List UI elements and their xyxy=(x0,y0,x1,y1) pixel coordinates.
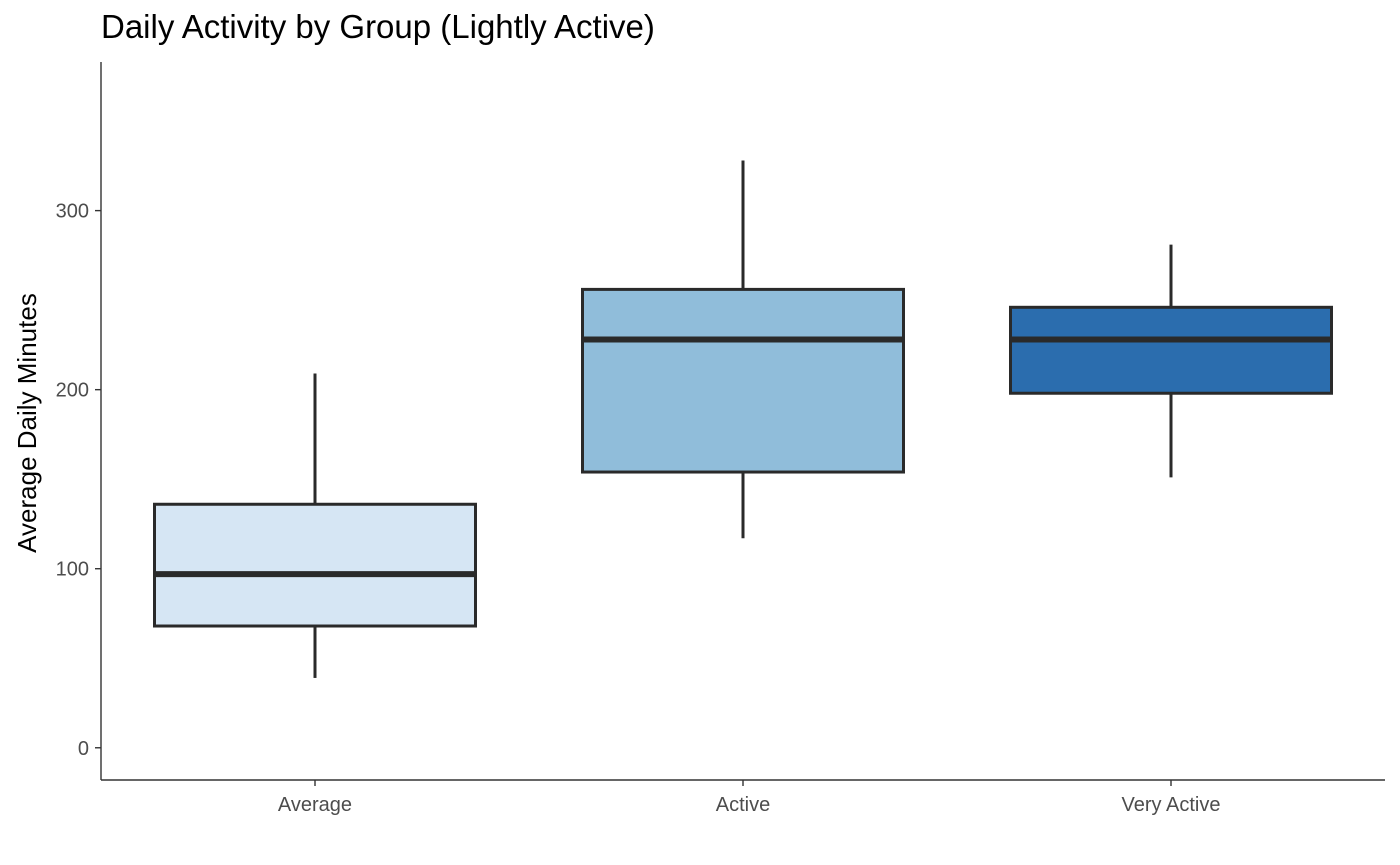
y-tick-label: 100 xyxy=(56,559,89,581)
y-tick-label: 0 xyxy=(78,738,89,760)
y-axis-ticks: 0 100 200 300 xyxy=(56,201,101,760)
x-axis-ticks: Average Active Very Active xyxy=(278,780,1221,816)
y-tick-label: 200 xyxy=(56,380,89,402)
x-tick-label: Average xyxy=(278,794,352,816)
y-axis-title: Average Daily Minutes xyxy=(12,293,42,553)
box-group xyxy=(1009,244,1333,478)
x-tick-label: Very Active xyxy=(1122,794,1221,816)
box-group xyxy=(153,373,477,678)
chart-title: Daily Activity by Group (Lightly Active) xyxy=(101,8,655,45)
box-iqr xyxy=(153,502,477,628)
boxes xyxy=(153,160,1333,678)
box-group xyxy=(581,160,905,539)
box-iqr xyxy=(581,287,905,474)
y-tick-label: 300 xyxy=(56,201,89,223)
box-iqr xyxy=(1009,305,1333,395)
x-tick-label: Active xyxy=(716,794,770,816)
